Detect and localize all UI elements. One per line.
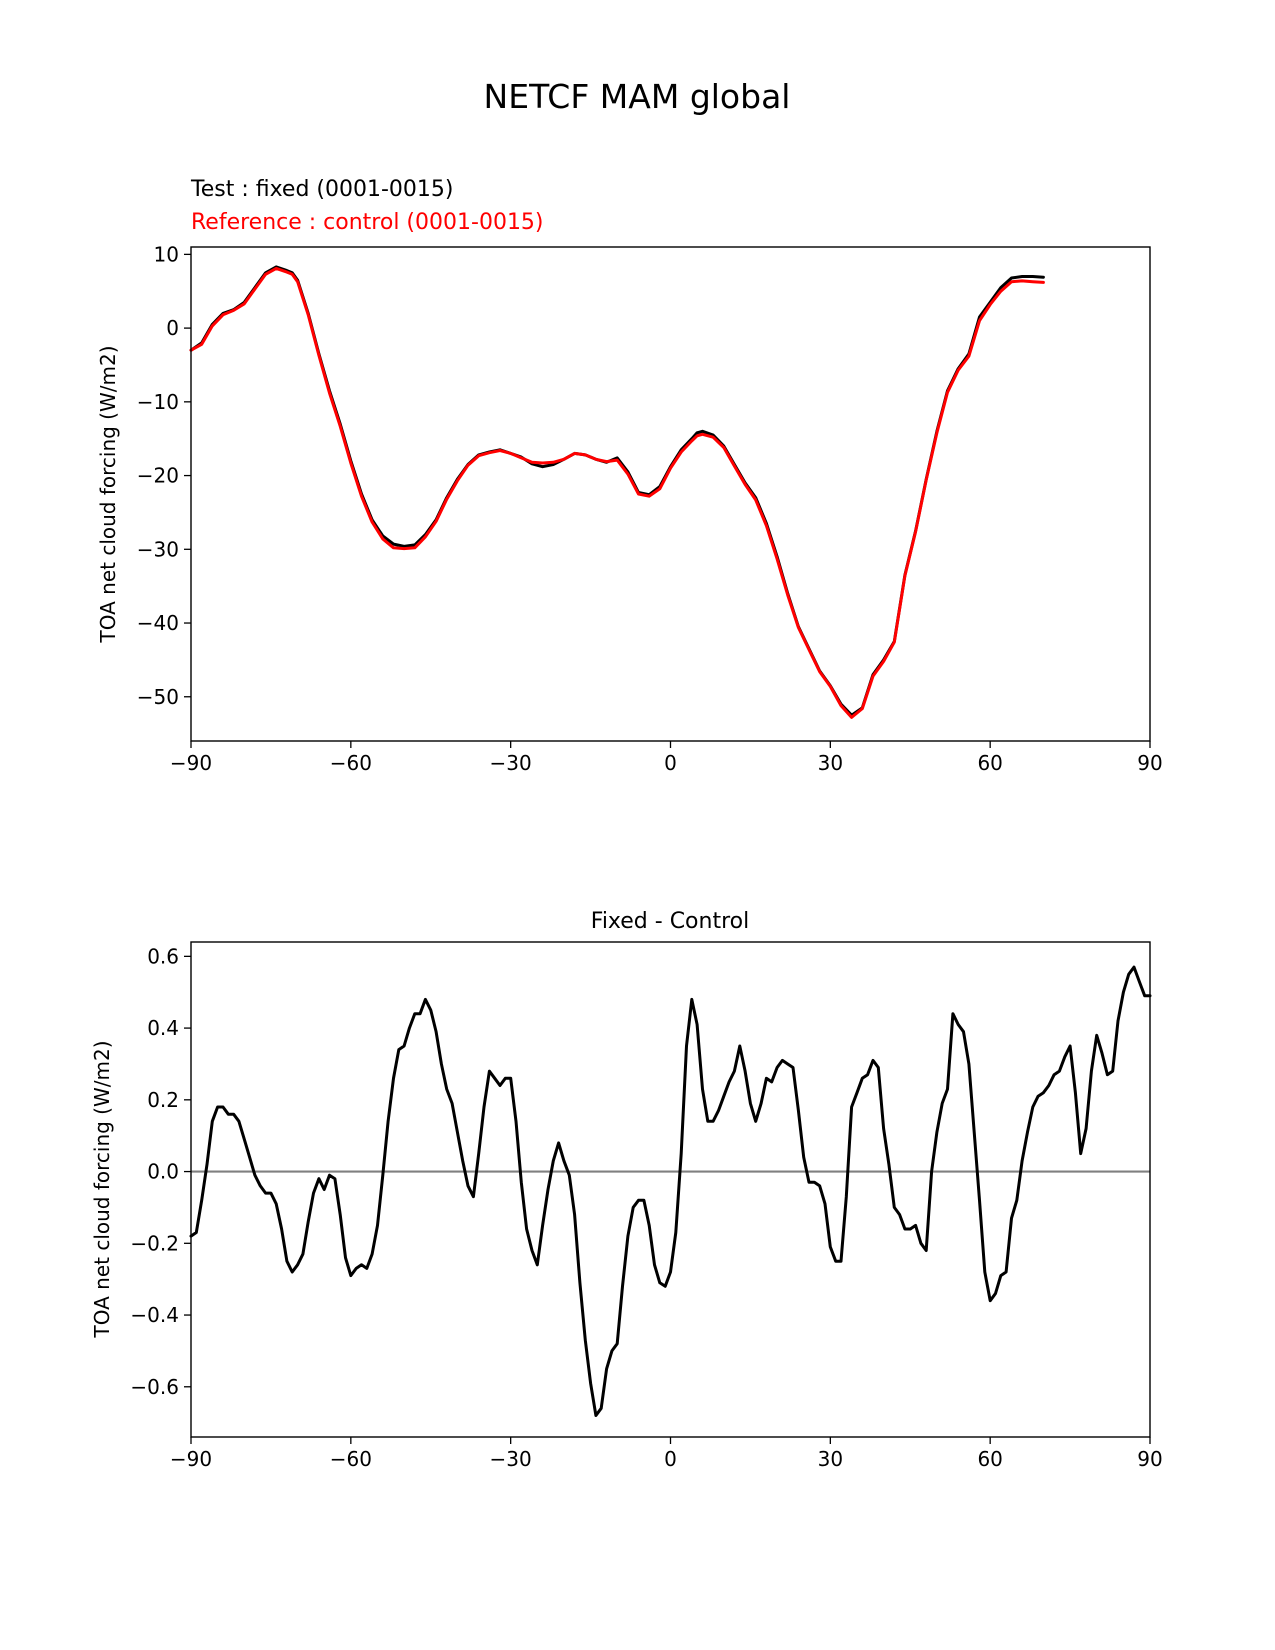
y-tick-label: −0.6 <box>130 1375 179 1399</box>
y-tick-label: −10 <box>137 390 179 414</box>
y-tick-label: 0.6 <box>147 944 179 968</box>
y-tick-label: 0.2 <box>147 1088 179 1112</box>
reference-series-line <box>189 266 1045 719</box>
reference-title: Reference : control (0001-0015) <box>191 210 544 235</box>
y-tick-label: 0.0 <box>147 1160 179 1184</box>
bottom-lines <box>189 965 1152 1417</box>
top-lines <box>189 265 1045 719</box>
y-tick-label: −0.2 <box>130 1231 179 1255</box>
y-tick-label: 0 <box>166 316 179 340</box>
plot-frame <box>190 246 1151 742</box>
x-tick-label: 60 <box>977 751 1002 775</box>
x-tick-label: 0 <box>664 1447 677 1471</box>
x-tick-label: −60 <box>330 1447 372 1471</box>
x-tick-label: −90 <box>170 751 212 775</box>
y-tick-label: −40 <box>137 611 179 635</box>
x-tick-label: −30 <box>490 751 532 775</box>
difference-title: Fixed - Control <box>591 909 749 934</box>
top-ticks: −90 −60 −30 0 30 60 90 10 0 −10 −20 −30 −40 −50 <box>137 242 1163 775</box>
x-tick-label: 30 <box>818 1447 843 1471</box>
x-tick-label: −90 <box>170 1447 212 1471</box>
plot-frame <box>190 941 1151 1438</box>
y-axis-label: TOA net cloud forcing (W/m2) <box>96 345 120 643</box>
bottom-ticks: −90 −60 −30 0 30 60 90 0.6 0.4 0.2 0.0 −0.2 −0.4 −0.6 <box>130 944 1162 1471</box>
x-tick-label: −30 <box>490 1447 532 1471</box>
y-tick-label: −0.4 <box>130 1303 179 1327</box>
y-tick-label: 0.4 <box>147 1016 179 1040</box>
y-tick-label: 10 <box>154 242 179 266</box>
x-tick-label: 60 <box>977 1447 1002 1471</box>
bottom-panel: Fixed - Control TOA net cloud forcing (W… <box>90 909 1163 1471</box>
x-tick-label: 30 <box>818 751 843 775</box>
test-series-line <box>189 265 1045 717</box>
y-axis-label: TOA net cloud forcing (W/m2) <box>90 1040 114 1338</box>
x-tick-label: −60 <box>330 751 372 775</box>
difference-series-line <box>189 965 1152 1417</box>
y-tick-label: −50 <box>137 685 179 709</box>
x-tick-label: 0 <box>664 751 677 775</box>
test-title: Test : fixed (0001-0015) <box>190 177 454 202</box>
top-panel: Test : fixed (0001-0015) Reference : con… <box>96 177 1163 775</box>
figure-title: NETCF MAM global <box>484 77 791 116</box>
y-tick-label: −30 <box>137 537 179 561</box>
x-tick-label: 90 <box>1137 1447 1162 1471</box>
x-tick-label: 90 <box>1137 751 1162 775</box>
y-tick-label: −20 <box>137 464 179 488</box>
